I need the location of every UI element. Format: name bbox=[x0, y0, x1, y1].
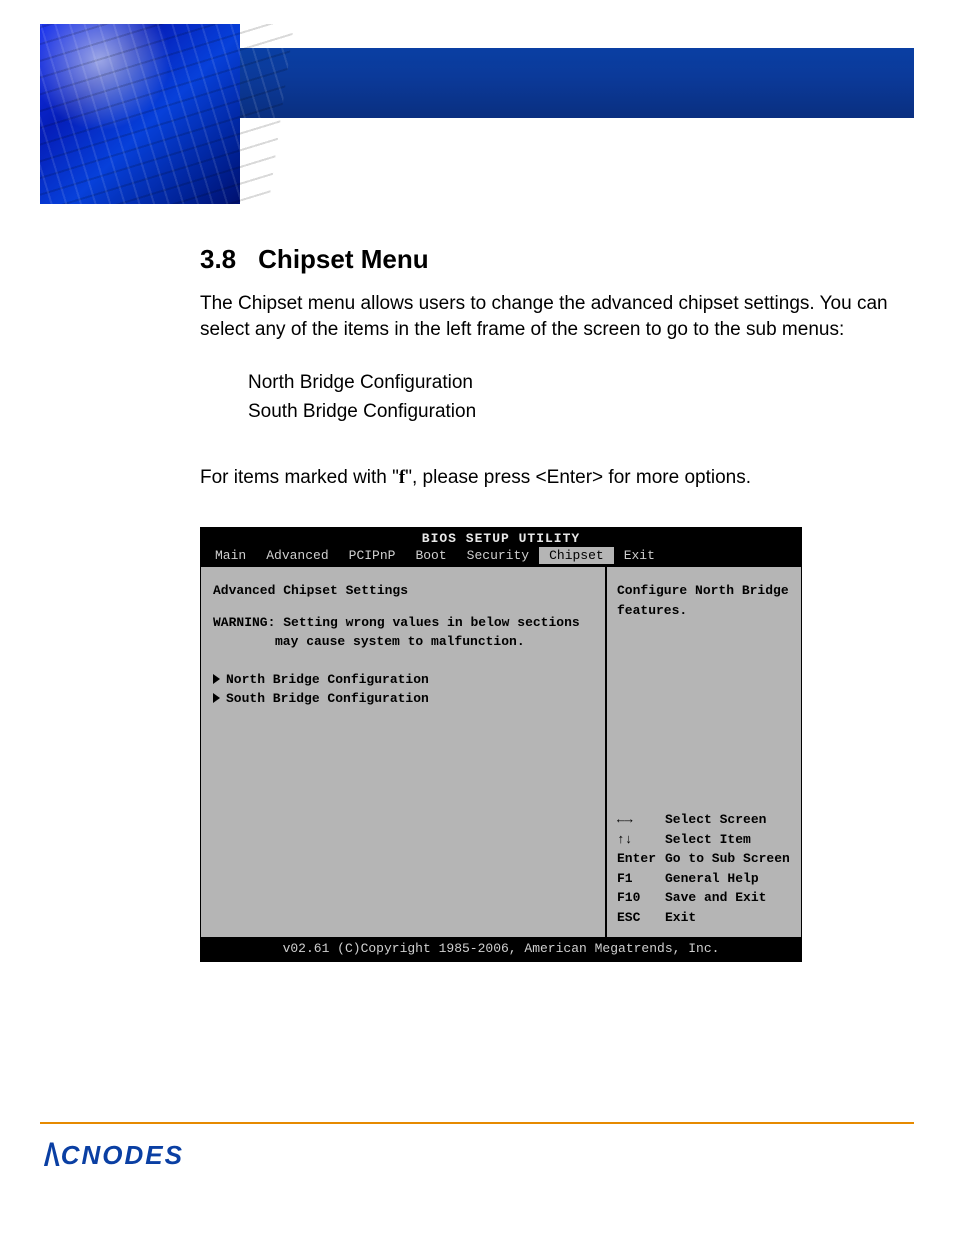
bios-menu-north-bridge[interactable]: North Bridge Configuration bbox=[213, 670, 595, 690]
submenu-item: North Bridge Configuration bbox=[248, 370, 894, 397]
brand-logo: ΛCNODES bbox=[40, 1134, 184, 1173]
bios-help-keys: ←→Select Screen ↑↓Select Item EnterGo to… bbox=[617, 810, 791, 927]
bios-tab-advanced[interactable]: Advanced bbox=[256, 547, 338, 564]
bios-tab-bar: Main Advanced PCIPnP Boot Security Chips… bbox=[201, 547, 801, 567]
bios-tab-main[interactable]: Main bbox=[205, 547, 256, 564]
section-heading: 3.8 Chipset Menu bbox=[200, 244, 894, 275]
header-banner bbox=[40, 24, 914, 204]
bios-left-pane: Advanced Chipset Settings WARNING: Setti… bbox=[201, 567, 607, 937]
bios-tab-chipset[interactable]: Chipset bbox=[539, 547, 614, 564]
submenu-list: North Bridge Configuration South Bridge … bbox=[248, 370, 894, 425]
bios-right-pane: Configure North Bridge features. ←→Selec… bbox=[607, 567, 801, 937]
bios-left-heading: Advanced Chipset Settings bbox=[213, 581, 595, 601]
bios-warning-line1: Setting wrong values in below sections bbox=[283, 615, 579, 630]
section-note: For items marked with "f", please press … bbox=[200, 465, 894, 491]
brand-name: CNODES bbox=[61, 1140, 184, 1171]
bios-warning-line2: may cause system to malfunction. bbox=[213, 632, 595, 652]
bios-tab-exit[interactable]: Exit bbox=[614, 547, 665, 564]
brand-logo-mark: Λ bbox=[44, 1136, 61, 1175]
bios-item-description: Configure North Bridge features. bbox=[617, 581, 791, 620]
bios-menu-south-bridge[interactable]: South Bridge Configuration bbox=[213, 689, 595, 709]
bios-title: BIOS SETUP UTILITY bbox=[201, 528, 801, 547]
bios-tab-security[interactable]: Security bbox=[457, 547, 539, 564]
bios-footer: v02.61 (C)Copyright 1985-2006, American … bbox=[201, 937, 801, 961]
bios-warning-label: WARNING: bbox=[213, 615, 275, 630]
submenu-arrow-icon bbox=[213, 674, 220, 684]
section-intro: The Chipset menu allows users to change … bbox=[200, 291, 894, 342]
bios-screenshot: BIOS SETUP UTILITY Main Advanced PCIPnP … bbox=[200, 527, 802, 962]
page-footer: ΛCNODES bbox=[40, 1122, 914, 1173]
banner-circuit-image bbox=[40, 24, 240, 204]
bios-tab-pcipnp[interactable]: PCIPnP bbox=[339, 547, 406, 564]
section-number: 3.8 bbox=[200, 244, 236, 275]
submenu-item: South Bridge Configuration bbox=[248, 399, 894, 426]
section-title: Chipset Menu bbox=[258, 244, 428, 274]
bios-tab-boot[interactable]: Boot bbox=[405, 547, 456, 564]
submenu-arrow-icon bbox=[213, 693, 220, 703]
